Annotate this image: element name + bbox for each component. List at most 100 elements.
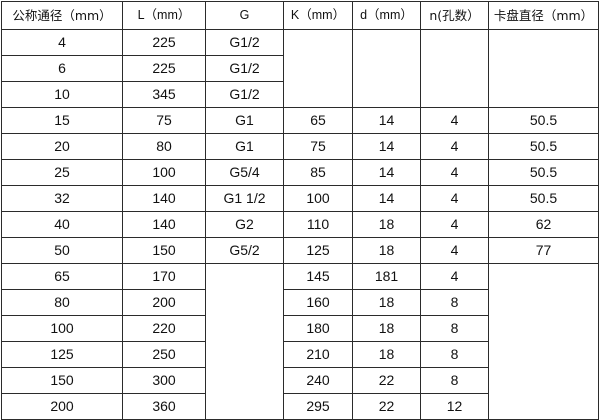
table-row: 25 100 G5/4 85 14 4 50.5 (1, 159, 599, 186)
table-cell-g: G5/2 (205, 237, 284, 264)
table-cell-k-empty (283, 29, 353, 108)
table-row: 4 225 G1/2 (1, 29, 599, 108)
table-cell-l: 360 (122, 393, 206, 420)
table-row: 40 140 G2 110 18 4 62 (1, 211, 599, 238)
table-cell-n: 4 (420, 133, 489, 160)
table-cell-g-empty (205, 263, 284, 420)
table-cell-kp: 50.5 (488, 133, 599, 160)
table-row: 15 75 G1 65 14 4 50.5 (1, 107, 599, 134)
table-cell-l: 225 (122, 29, 206, 56)
table-cell-dn: 200 (1, 393, 123, 420)
table-cell-l: 80 (122, 133, 206, 160)
table-cell-g: G1/2 (205, 29, 284, 56)
table-cell-d: 22 (352, 367, 421, 394)
table-row: 32 140 G1 1/2 100 14 4 50.5 (1, 185, 599, 212)
table-cell-k: 125 (283, 237, 353, 264)
table-cell-dn: 125 (1, 341, 123, 368)
table-cell-kp: 50.5 (488, 185, 599, 212)
table-cell-d: 14 (352, 107, 421, 134)
table-row: 50 150 G5/2 125 18 4 77 (1, 237, 599, 264)
table-cell-k: 65 (283, 107, 353, 134)
table-cell-g: G1 (205, 133, 284, 160)
header-row: 公称通径（mm） L（mm） G K（mm） d（mm） n(孔数） 卡盘直径（… (1, 1, 599, 30)
table-cell-dn: 15 (1, 107, 123, 134)
table-cell-n: 8 (420, 315, 489, 342)
table-cell-k: 145 (283, 263, 353, 290)
table-cell-dn: 50 (1, 237, 123, 264)
column-header-k: K（mm） (283, 1, 353, 30)
table-cell-dn: 80 (1, 289, 123, 316)
table-body: 4 225 G1/2 6 225 G1/2 10 345 G1/2 15 75 G1 65 14 4 50.5… (1, 29, 599, 420)
table-cell-kp-empty (488, 263, 599, 420)
table-cell-dn: 6 (1, 55, 123, 82)
table-cell-d: 18 (352, 315, 421, 342)
table-cell-n: 8 (420, 367, 489, 394)
table-cell-dn: 20 (1, 133, 123, 160)
table-cell-l: 225 (122, 55, 206, 82)
table-cell-d: 18 (352, 289, 421, 316)
table-cell-d: 14 (352, 185, 421, 212)
table-cell-kp: 50.5 (488, 107, 599, 134)
table-cell-dn: 40 (1, 211, 123, 238)
table-cell-k: 75 (283, 133, 353, 160)
table-cell-d: 18 (352, 341, 421, 368)
table-cell-n-empty (420, 29, 489, 108)
table-cell-l: 100 (122, 159, 206, 186)
table-row: 125 250 210 18 8 (1, 341, 599, 368)
table-header: 公称通径（mm） L（mm） G K（mm） d（mm） n(孔数） 卡盘直径（… (1, 1, 599, 30)
table-cell-dn: 65 (1, 263, 123, 290)
table-cell-n: 4 (420, 107, 489, 134)
column-header-length: L（mm） (122, 1, 206, 30)
table-cell-dn: 150 (1, 367, 123, 394)
table-cell-n: 4 (420, 185, 489, 212)
column-header-thread: G (205, 1, 284, 30)
table-cell-g: G1/2 (205, 55, 284, 82)
table-cell-k: 295 (283, 393, 353, 420)
table-cell-k: 110 (283, 211, 353, 238)
table-cell-g: G2 (205, 211, 284, 238)
table-cell-g: G5/4 (205, 159, 284, 186)
column-header-nominal-diameter: 公称通径（mm） (1, 1, 123, 30)
table-row: 20 80 G1 75 14 4 50.5 (1, 133, 599, 160)
table-cell-kp: 77 (488, 237, 599, 264)
table-cell-n: 4 (420, 211, 489, 238)
table-cell-k: 85 (283, 159, 353, 186)
table-cell-d: 14 (352, 159, 421, 186)
table-cell-d: 181 (352, 263, 421, 290)
table-cell-dn: 4 (1, 29, 123, 56)
table-cell-l: 300 (122, 367, 206, 394)
table-cell-l: 140 (122, 211, 206, 238)
table-cell-d: 18 (352, 237, 421, 264)
table-cell-n: 8 (420, 289, 489, 316)
table-cell-l: 75 (122, 107, 206, 134)
table-cell-l: 250 (122, 341, 206, 368)
table-cell-k: 180 (283, 315, 353, 342)
table-cell-l: 345 (122, 81, 206, 108)
table-cell-kp-empty (488, 29, 599, 108)
table-cell-n: 4 (420, 263, 489, 290)
table-row: 80 200 160 18 8 (1, 289, 599, 316)
table-cell-g: G1 (205, 107, 284, 134)
table-cell-g: G1 1/2 (205, 185, 284, 212)
table-cell-n: 4 (420, 237, 489, 264)
column-header-chuck-diameter: 卡盘直径（mm） (488, 1, 599, 30)
table-cell-l: 200 (122, 289, 206, 316)
table-cell-n: 12 (420, 393, 489, 420)
table-cell-l: 170 (122, 263, 206, 290)
table-cell-k: 160 (283, 289, 353, 316)
table-cell-n: 4 (420, 159, 489, 186)
column-header-d: d（mm） (352, 1, 421, 30)
table-cell-kp: 62 (488, 211, 599, 238)
table-row: 150 300 240 22 8 (1, 367, 599, 394)
table-cell-d: 14 (352, 133, 421, 160)
table-cell-k: 210 (283, 341, 353, 368)
table-cell-d-empty (352, 29, 421, 108)
table-cell-g: G1/2 (205, 81, 284, 108)
table-row: 6 225 G1/2 (1, 55, 599, 82)
column-header-hole-count: n(孔数） (420, 1, 489, 30)
table-cell-dn: 32 (1, 185, 123, 212)
table-cell-kp: 50.5 (488, 159, 599, 186)
table-cell-dn: 100 (1, 315, 123, 342)
table-cell-l: 150 (122, 237, 206, 264)
